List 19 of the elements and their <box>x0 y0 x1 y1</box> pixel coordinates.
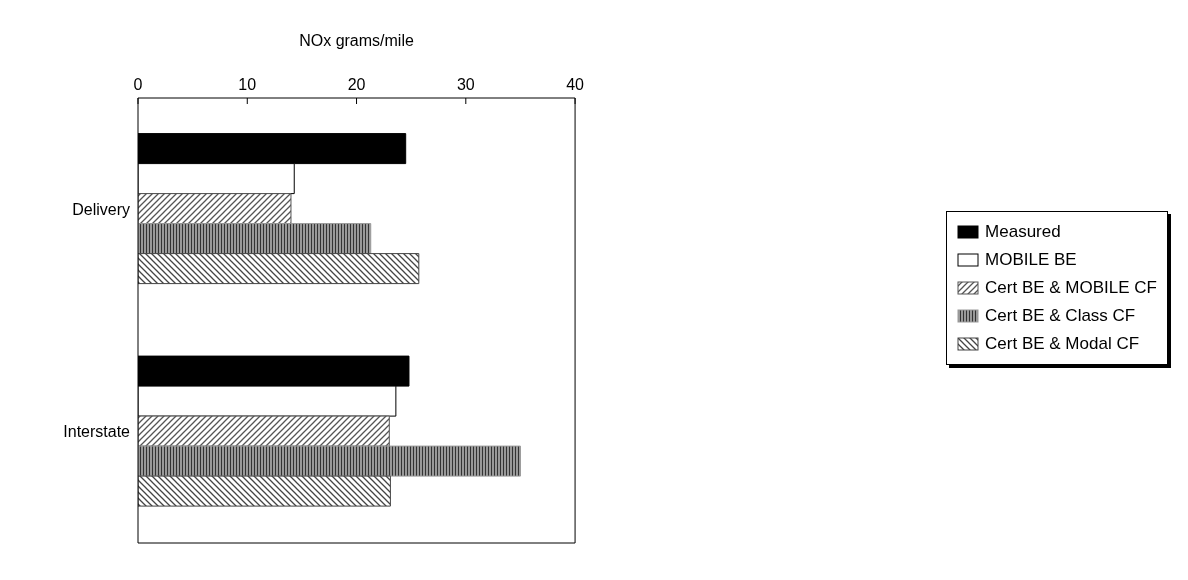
x-tick-label: 10 <box>238 76 257 93</box>
bar <box>138 193 292 225</box>
x-tick-label: 20 <box>347 76 366 93</box>
bar <box>138 223 372 255</box>
bar <box>138 253 420 285</box>
legend-label: MOBILE BE <box>985 249 1077 271</box>
bar <box>138 415 390 447</box>
bar <box>138 475 391 507</box>
x-axis-title: NOx grams/mile <box>299 32 414 49</box>
y-tick-label: Delivery <box>72 200 130 218</box>
x-tick-label: 30 <box>456 76 475 93</box>
legend-label: Cert BE & Modal CF <box>985 333 1140 355</box>
x-tick-label: 40 <box>566 76 585 93</box>
bar <box>138 445 521 477</box>
legend-label: Cert BE & Class CF <box>985 305 1136 327</box>
legend-label: Cert BE & MOBILE CF <box>985 277 1157 299</box>
x-tick-label: 0 <box>133 76 143 93</box>
legend-label: Measured <box>985 221 1061 243</box>
y-tick-label: Interstate <box>63 423 131 441</box>
